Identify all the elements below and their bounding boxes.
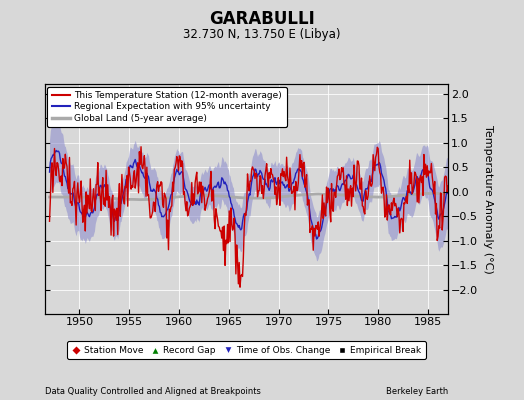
Text: Data Quality Controlled and Aligned at Breakpoints: Data Quality Controlled and Aligned at B… [45, 387, 260, 396]
Text: 32.730 N, 13.750 E (Libya): 32.730 N, 13.750 E (Libya) [183, 28, 341, 41]
Y-axis label: Temperature Anomaly (°C): Temperature Anomaly (°C) [484, 125, 494, 273]
Legend: Station Move, Record Gap, Time of Obs. Change, Empirical Break: Station Move, Record Gap, Time of Obs. C… [67, 341, 425, 359]
Text: Berkeley Earth: Berkeley Earth [386, 387, 448, 396]
Text: GARABULLI: GARABULLI [209, 10, 315, 28]
Legend: This Temperature Station (12-month average), Regional Expectation with 95% uncer: This Temperature Station (12-month avera… [47, 87, 287, 127]
